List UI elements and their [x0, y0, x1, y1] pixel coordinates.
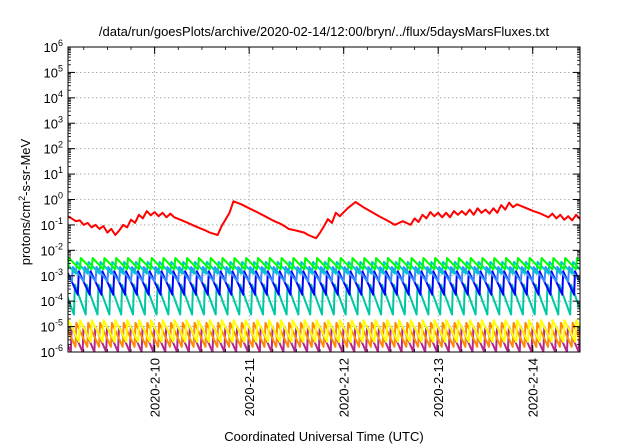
x-tick-label: 2020-2-10: [148, 358, 163, 417]
series-line: [68, 260, 580, 275]
series-line: [68, 200, 580, 240]
y-axis-label-rest: -s-sr-MeV: [18, 138, 33, 195]
y-tick-label: 10-6: [41, 343, 63, 360]
y-tick-label: 10-4: [41, 292, 63, 309]
y-tick-label: 105: [44, 63, 63, 80]
series-line: [68, 266, 580, 283]
y-tick-label: 101: [44, 165, 63, 182]
plot-layer: [68, 200, 580, 352]
y-tick-label: 100: [44, 191, 63, 208]
x-tick-label: 2020-2-14: [526, 358, 541, 417]
axis-layer: 10-6 10-5 10-4 10-3 10-2 10-1 100 101 102 103 104 1…: [41, 38, 580, 417]
x-tick-label: 2020-2-12: [337, 358, 352, 417]
y-axis-label: protons/cm2-s-sr-MeV: [17, 138, 33, 265]
y-tick-label: 10-5: [41, 318, 63, 335]
series-line: [68, 319, 580, 343]
series-line: [68, 257, 580, 271]
series-line: [68, 270, 580, 296]
y-axis-label-sup: 2: [17, 196, 27, 201]
y-tick-label: 102: [44, 140, 63, 157]
y-axis-label-main: protons/cm: [18, 201, 33, 265]
series-line: [68, 283, 580, 316]
y-tick-label: 103: [44, 114, 63, 131]
y-tick-label: 10-3: [41, 267, 63, 284]
chart-title: /data/run/goesPlots/archive/2020-02-14/1…: [99, 24, 550, 39]
x-axis-label: Coordinated Universal Time (UTC): [224, 429, 423, 444]
x-tick-label: 2020-2-13: [431, 358, 446, 417]
y-tick-label: 10-1: [41, 216, 63, 233]
y-tick-label: 104: [44, 89, 63, 106]
x-tick-label: 2020-2-11: [242, 358, 257, 416]
y-tick-label: 106: [44, 38, 63, 55]
series-line: [68, 321, 580, 348]
y-tick-label: 10-2: [41, 241, 63, 258]
